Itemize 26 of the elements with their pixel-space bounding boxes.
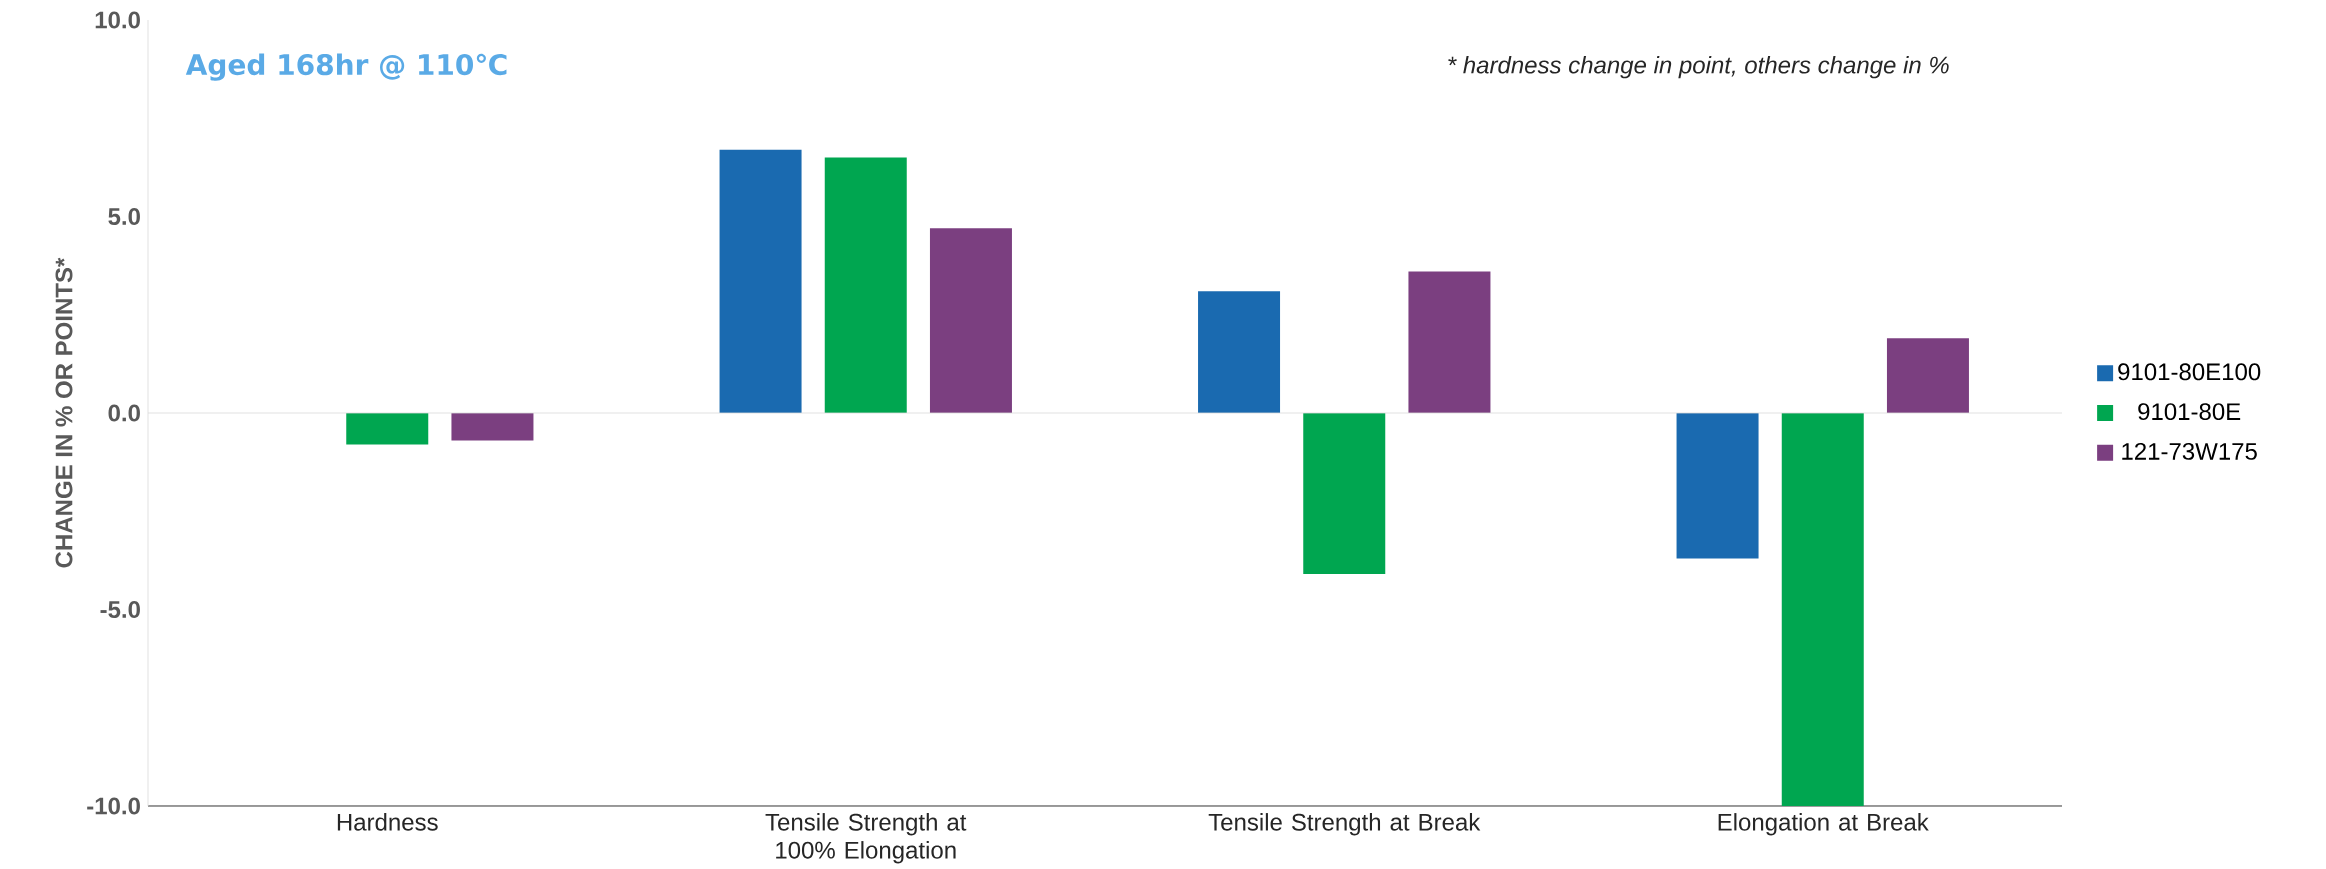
x-tick-label: Elongation at Break	[1718, 813, 1929, 836]
bar	[1303, 413, 1386, 575]
legend-label: 121-73W175	[2122, 442, 2257, 460]
y-tick-label: -10.0	[87, 797, 140, 815]
bar	[1781, 413, 1864, 806]
annotation: * hardness change in point, others change in %	[1448, 55, 1949, 79]
y-tick-label: 0.0	[108, 404, 140, 422]
y-axis-title: CHANGE IN % OR POINTS*	[55, 257, 73, 568]
bar	[929, 228, 1012, 413]
y-tick-label: -5.0	[100, 601, 140, 618]
bar	[1408, 271, 1491, 413]
bar	[1886, 338, 1969, 413]
bar	[451, 413, 534, 441]
legend-label: 9101-80E100	[2118, 363, 2261, 381]
bar	[719, 149, 802, 413]
bar	[346, 413, 429, 445]
y-tick-label: 5.0	[108, 208, 140, 225]
bar	[1676, 413, 1759, 559]
bar	[824, 157, 907, 413]
x-tick-label: Tensile Strength at 100% Elongation	[765, 813, 967, 864]
y-tick-label: 10.0	[95, 11, 140, 29]
x-tick-label: Hardness	[337, 813, 438, 831]
bar	[1198, 291, 1281, 413]
text: Aged 168hr @ 110℃	[185, 53, 507, 81]
legend-label: 9101-80E	[2138, 403, 2241, 421]
x-tick-label: Tensile Strength at Break	[1208, 813, 1481, 836]
